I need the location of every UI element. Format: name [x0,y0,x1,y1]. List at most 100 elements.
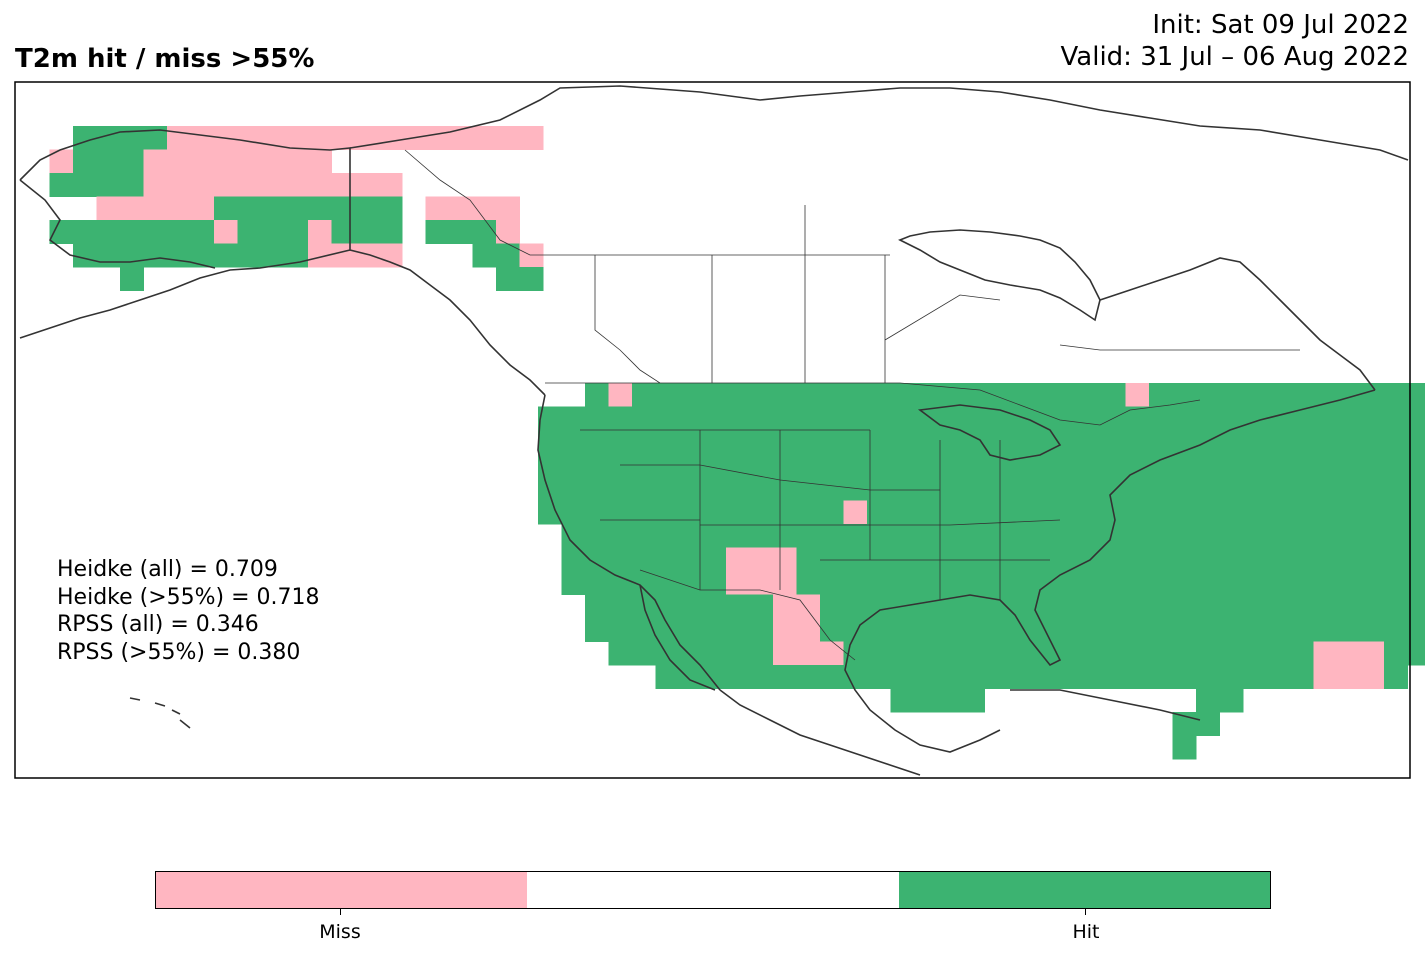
hit-cell [961,665,985,689]
hit-cell [702,641,727,666]
hit-cell [914,547,938,572]
hit-cell [1196,383,1220,407]
hit-cell [1172,594,1197,619]
hit-cell [585,453,609,478]
hit-cell [1384,547,1408,572]
hit-cell [608,406,633,431]
hit-cell [1149,453,1173,478]
hit-cell [655,383,680,407]
hit-cell [937,477,962,501]
hit-cell [561,500,586,525]
hit-cell [749,665,774,689]
hit-cell [1008,641,1032,666]
hit-cell [585,500,609,525]
miss-cell [261,149,285,174]
hit-cell [1313,406,1338,431]
hit-cell [1055,406,1079,431]
hit-cell [1055,641,1079,666]
colorbar-tick-miss [340,909,341,915]
hit-cell [1172,665,1197,689]
hit-cell [1172,571,1197,595]
hit-cell [1055,477,1079,501]
hit-cell [632,477,656,501]
hit-cell [472,243,497,268]
hit-cell [1078,594,1103,619]
hit-cell [914,453,938,478]
hit-cell [867,618,891,642]
hit-cell [1172,618,1197,642]
hit-cell [1078,477,1103,501]
hit-cell [1243,571,1267,595]
miss-cell [96,196,121,221]
hit-cell [261,243,285,268]
map-title: T2m hit / miss >55% [15,44,315,74]
hit-cell [1196,688,1220,713]
hit-cell [73,243,97,268]
hit-cell [355,196,379,221]
hit-cell [1337,547,1361,572]
heidke-55: Heidke (>55%) = 0.718 [57,584,320,610]
hawaii [129,697,191,729]
hit-cell [984,453,1009,478]
hit-cell [1149,665,1173,689]
hit-cell [1196,500,1220,525]
hit-cell [726,383,750,407]
hit-cell [1196,406,1220,431]
hit-cell [519,267,544,291]
hit-cell [937,453,962,478]
hit-cell [890,406,915,431]
hit-cell [1172,406,1197,431]
hit-cell [702,547,727,572]
miss-cell [608,383,633,407]
hit-cell [984,665,1009,689]
hit-cell [1219,524,1244,548]
miss-cell [143,173,168,197]
hit-cell [96,220,121,244]
miss-cell [796,594,821,619]
hit-cell [261,196,285,221]
mexico-pacific [719,689,921,776]
quebec-border [1059,344,1300,351]
us-west-coast [537,394,721,691]
hit-cell [984,477,1009,501]
hit-cell [914,524,938,548]
miss-cell [425,196,450,221]
hit-cell [961,477,985,501]
hit-cell [1313,453,1338,478]
hit-cell [702,406,727,431]
hit-cell [1102,641,1126,666]
hit-cell [1219,500,1244,525]
hit-cell [820,500,844,525]
hit-cell [890,665,915,689]
hit-cell [378,220,403,244]
hit-cell [1243,547,1267,572]
hit-cell [1243,524,1267,548]
hit-cell [167,220,191,244]
hit-cell [749,641,774,666]
hit-cell [608,571,633,595]
political-borders [349,148,1300,661]
hit-cell [702,383,727,407]
hit-cell [937,547,962,572]
hit-cell [1407,453,1425,478]
hit-cell [73,173,97,197]
hit-cell [655,500,680,525]
hit-cell [726,524,750,548]
hit-cell [120,173,144,197]
hit-cell [237,220,262,244]
hit-cell [749,500,774,525]
hit-cell [1243,594,1267,619]
hit-cell [1290,406,1314,431]
hit-cell [961,618,985,642]
hit-cell [561,477,586,501]
hit-cell [961,453,985,478]
hit-cell [984,430,1009,454]
hit-cell [1337,477,1361,501]
hit-cell [796,500,821,525]
miss-cell [1313,665,1338,689]
hit-cell [1008,571,1032,595]
hit-cell [1290,641,1314,666]
hit-cell [1055,430,1079,454]
miss-cell [214,149,238,174]
hit-cell [655,594,680,619]
